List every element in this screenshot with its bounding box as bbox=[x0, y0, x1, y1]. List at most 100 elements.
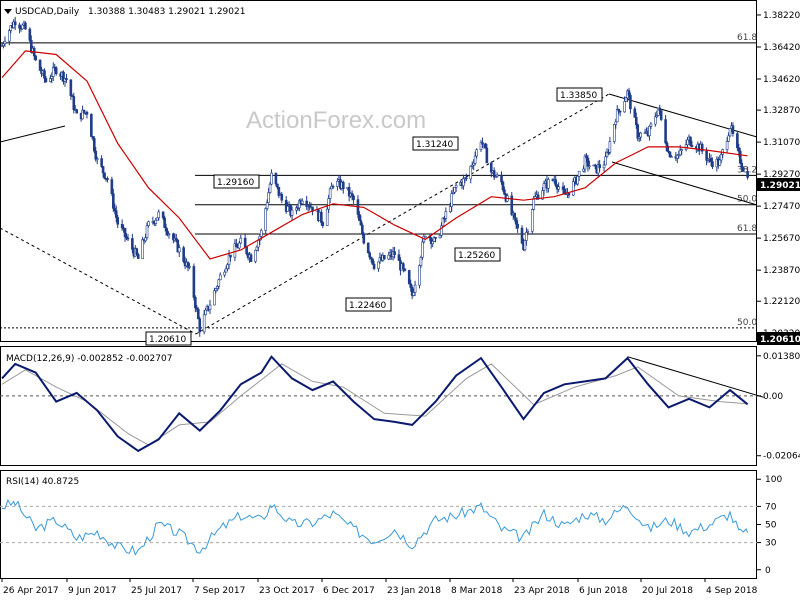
candle-body bbox=[94, 150, 98, 160]
candle-body bbox=[465, 177, 468, 180]
candle bbox=[116, 214, 120, 229]
candle-body bbox=[51, 66, 55, 77]
candle bbox=[510, 191, 514, 217]
candle bbox=[419, 255, 423, 268]
candle-body bbox=[536, 194, 540, 200]
candle bbox=[547, 177, 550, 193]
macd-signal-line bbox=[1, 363, 748, 446]
fib-label: 61.8 bbox=[737, 224, 757, 234]
candle-body bbox=[196, 308, 200, 320]
macd-tick-label: -0.020648 bbox=[763, 452, 800, 462]
candle bbox=[602, 160, 606, 172]
candle bbox=[328, 187, 332, 204]
candle-body bbox=[24, 22, 27, 30]
candle-body bbox=[65, 78, 68, 81]
ohlc-values: 1.30388 1.30483 1.29021 1.29021 bbox=[88, 7, 245, 17]
candle-body bbox=[50, 76, 54, 79]
candle bbox=[103, 172, 106, 180]
collapse-triangle-icon[interactable] bbox=[4, 9, 12, 14]
candle-body bbox=[327, 198, 330, 210]
candle bbox=[157, 209, 161, 221]
candle-body bbox=[686, 139, 689, 146]
date-tick-label: 23 Jan 2018 bbox=[387, 586, 441, 596]
candle bbox=[516, 220, 519, 233]
price-label: 1.20610 bbox=[145, 331, 192, 346]
candle bbox=[711, 157, 714, 169]
candle-body bbox=[192, 266, 196, 298]
candle bbox=[327, 194, 330, 213]
candle bbox=[13, 16, 17, 31]
candle-body bbox=[500, 174, 503, 183]
candle bbox=[196, 307, 200, 320]
candle bbox=[110, 176, 114, 196]
candle-body bbox=[690, 145, 694, 147]
candle-body bbox=[325, 208, 329, 226]
candle-body bbox=[321, 222, 325, 226]
candle-body bbox=[709, 157, 713, 162]
candle-body bbox=[224, 268, 228, 273]
candle bbox=[267, 187, 270, 204]
price-tick-label: 1.22120 bbox=[763, 297, 800, 307]
candle bbox=[238, 241, 241, 250]
candle-body bbox=[85, 111, 89, 115]
candle-body bbox=[532, 198, 536, 210]
candle-body bbox=[342, 182, 345, 189]
candle bbox=[454, 183, 458, 192]
candle-body bbox=[485, 147, 489, 164]
candle bbox=[21, 23, 24, 30]
candle-body bbox=[409, 283, 412, 288]
candle bbox=[188, 263, 191, 270]
candle bbox=[740, 159, 744, 173]
candle bbox=[34, 55, 37, 62]
candle-body bbox=[259, 230, 263, 237]
candle bbox=[690, 140, 694, 148]
candle bbox=[198, 316, 202, 337]
candle-body bbox=[481, 142, 484, 145]
price-tick-label: 1.34620 bbox=[763, 75, 800, 85]
candle-body bbox=[182, 247, 185, 262]
candle bbox=[525, 227, 528, 246]
candle-body bbox=[238, 242, 241, 249]
price-labels: 1.33850 1.31240 1.29160 1.25260 1.22460 1.206… bbox=[145, 87, 603, 346]
candle bbox=[321, 221, 325, 229]
candle-body bbox=[300, 200, 304, 204]
candle-body bbox=[43, 70, 46, 79]
candle bbox=[588, 160, 591, 170]
candle-body bbox=[34, 55, 37, 61]
candle-body bbox=[350, 193, 354, 197]
candle bbox=[407, 269, 411, 285]
rsi-line bbox=[1, 498, 749, 556]
rsi-tick-label: 100 bbox=[765, 475, 782, 485]
price-label: 1.22460 bbox=[345, 297, 392, 312]
candle bbox=[163, 215, 166, 228]
candle-body bbox=[737, 147, 741, 152]
candle bbox=[136, 252, 140, 259]
macd-trendline bbox=[627, 356, 764, 398]
candle-body bbox=[366, 242, 370, 254]
candle bbox=[95, 156, 99, 165]
candle-body bbox=[38, 59, 42, 71]
price-label: 1.33850 bbox=[556, 87, 603, 102]
candle-body bbox=[514, 217, 518, 225]
candle-body bbox=[554, 179, 558, 186]
candle bbox=[229, 254, 232, 262]
candle bbox=[689, 136, 692, 147]
candle-body bbox=[525, 232, 528, 241]
rsi-axis: 100 70 50 30 0 bbox=[0, 475, 782, 576]
candle bbox=[106, 176, 109, 183]
candle-body bbox=[92, 138, 96, 152]
candle-body bbox=[582, 168, 585, 172]
candle bbox=[202, 309, 206, 335]
candle bbox=[440, 222, 443, 238]
candle bbox=[223, 269, 226, 278]
current-price-box bbox=[757, 178, 800, 191]
candle-body bbox=[106, 178, 109, 180]
candle-body bbox=[431, 241, 434, 244]
price-panel-frame bbox=[0, 0, 757, 342]
candle-body bbox=[328, 188, 332, 199]
candle-body bbox=[331, 185, 335, 188]
date-tick-label: 23 Oct 2017 bbox=[259, 586, 315, 596]
candle-body bbox=[257, 239, 260, 248]
candle bbox=[233, 239, 237, 262]
candle bbox=[418, 264, 421, 289]
